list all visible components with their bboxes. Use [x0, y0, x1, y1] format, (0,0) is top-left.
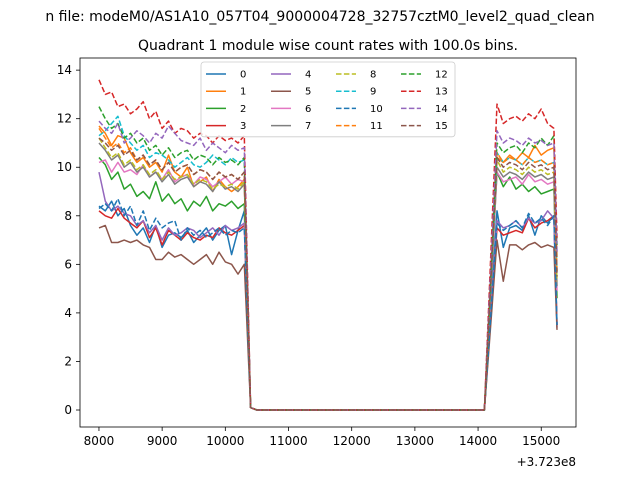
x-tick-label: 13000: [396, 434, 434, 448]
x-tick-label: 15000: [522, 434, 560, 448]
y-tick-label: 6: [64, 257, 72, 271]
legend-label-4: 4: [305, 70, 311, 81]
y-tick-label: 2: [64, 354, 72, 368]
y-tick-label: 12: [57, 112, 72, 126]
legend-label-5: 5: [305, 87, 311, 98]
series-line-15: [98, 137, 558, 411]
chart-title: Quadrant 1 module wise count rates with …: [138, 38, 518, 54]
plot-area: 8000 9000 10000 11000 12000 13000 14000 15000 0 2…: [57, 57, 577, 448]
legend-label-6: 6: [305, 104, 311, 115]
legend-label-11: 11: [370, 121, 383, 132]
x-tick-label: 10000: [206, 434, 244, 448]
x-tick-label: 14000: [459, 434, 497, 448]
figure-suptitle: n file: modeM0/AS1A10_057T04_9000004728_…: [45, 9, 594, 25]
x-offset-label: +3.723e8: [517, 455, 576, 469]
legend-label-1: 1: [240, 87, 246, 98]
legend-label-12: 12: [435, 70, 448, 81]
y-tick-label: 10: [57, 160, 72, 174]
legend-label-3: 3: [240, 121, 246, 132]
series-line-9: [98, 115, 558, 411]
legend-label-15: 15: [435, 121, 448, 132]
y-tick-label: 14: [57, 63, 72, 77]
y-tick-label: 4: [64, 306, 72, 320]
legend-box: [200, 61, 456, 138]
x-tick-label: 12000: [333, 434, 371, 448]
legend-label-14: 14: [435, 104, 448, 115]
legend-label-8: 8: [370, 70, 376, 81]
x-tick-label: 11000: [269, 434, 307, 448]
y-tick-label: 8: [64, 209, 72, 223]
legend-label-2: 2: [240, 104, 246, 115]
legend-label-10: 10: [370, 104, 383, 115]
y-tick-label: 0: [64, 403, 72, 417]
legend-label-13: 13: [435, 87, 448, 98]
x-tick-label: 9000: [147, 434, 178, 448]
legend-label-0: 0: [240, 70, 246, 81]
legend-label-7: 7: [305, 121, 311, 132]
x-tick-label: 8000: [84, 434, 115, 448]
axes-frame: [79, 57, 577, 428]
legend-label-9: 9: [370, 87, 376, 98]
